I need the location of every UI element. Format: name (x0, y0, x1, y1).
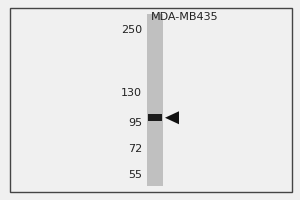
Text: MDA-MB435: MDA-MB435 (151, 12, 219, 22)
Text: 130: 130 (121, 88, 142, 98)
Text: 250: 250 (121, 25, 142, 35)
Polygon shape (165, 111, 179, 124)
Bar (148, 114, 162, 121)
Bar (147, 14, 163, 186)
Text: 55: 55 (128, 170, 142, 180)
Text: 72: 72 (128, 144, 142, 154)
Text: 95: 95 (128, 118, 142, 128)
